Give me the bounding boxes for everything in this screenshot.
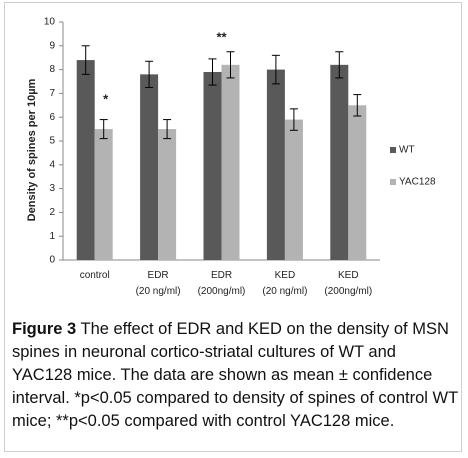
annotation: * xyxy=(103,91,109,106)
x-tick-label-line: (200ng/ml) xyxy=(324,286,372,297)
legend-swatch xyxy=(390,179,396,185)
x-tick-label-line: (200ng/ml) xyxy=(198,286,246,297)
legend-swatch xyxy=(390,147,396,153)
bar xyxy=(94,129,113,260)
x-tick-label-line: KED xyxy=(275,270,296,281)
y-axis-title: Density of spines per 10µm xyxy=(26,78,38,221)
y-tick-label: 0 xyxy=(49,255,55,266)
y-tick-label: 5 xyxy=(49,136,55,147)
bar xyxy=(284,119,303,260)
x-tick-label-line: (20 ng/ml) xyxy=(136,286,181,297)
x-tick-label: EDR (200ng/ml) xyxy=(198,270,246,297)
y-tick-label: 9 xyxy=(49,40,55,51)
bar xyxy=(76,60,95,260)
bar xyxy=(221,64,240,260)
bar xyxy=(266,69,285,260)
y-tick-label: 6 xyxy=(49,112,55,123)
frame xyxy=(4,2,462,452)
x-tick-label-line: KED xyxy=(338,270,359,281)
chart: Density of spines per 10µm 0 1 2 3 4 5 6 7 8 9 10 c… xyxy=(26,17,436,297)
y-tick-label: 8 xyxy=(49,64,55,75)
caption: Figure 3 The effect of EDR and KED on th… xyxy=(12,318,458,433)
caption-label: Figure 3 xyxy=(12,320,77,338)
caption-text: The effect of EDR and KED on the density… xyxy=(12,320,458,430)
annotation: ** xyxy=(216,29,227,44)
legend-label: WT xyxy=(399,145,415,156)
x-tick-label-line: EDR xyxy=(211,270,232,281)
y-tick-label: 10 xyxy=(44,17,56,28)
x-tick-label-line: EDR xyxy=(148,270,169,281)
x-tick-label: control xyxy=(80,270,110,281)
y-tick-label: 3 xyxy=(49,183,55,194)
y-tick-label: 1 xyxy=(49,231,55,242)
bar xyxy=(158,129,177,260)
x-tick-label: KED (200ng/ml) xyxy=(324,270,372,297)
x-tick-label-line: (20 ng/ml) xyxy=(262,286,307,297)
bar xyxy=(348,105,367,260)
y-tick-label: 7 xyxy=(49,88,55,99)
bar xyxy=(203,71,222,260)
x-tick-label: KED (20 ng/ml) xyxy=(262,270,307,297)
bar xyxy=(140,74,159,260)
y-tick-label: 4 xyxy=(49,159,55,170)
legend-label: YAC128 xyxy=(399,177,436,188)
y-tick-label: 2 xyxy=(49,207,55,218)
x-tick-label: EDR (20 ng/ml) xyxy=(136,270,181,297)
x-tick-label-line: control xyxy=(80,270,110,281)
bar xyxy=(330,64,349,260)
